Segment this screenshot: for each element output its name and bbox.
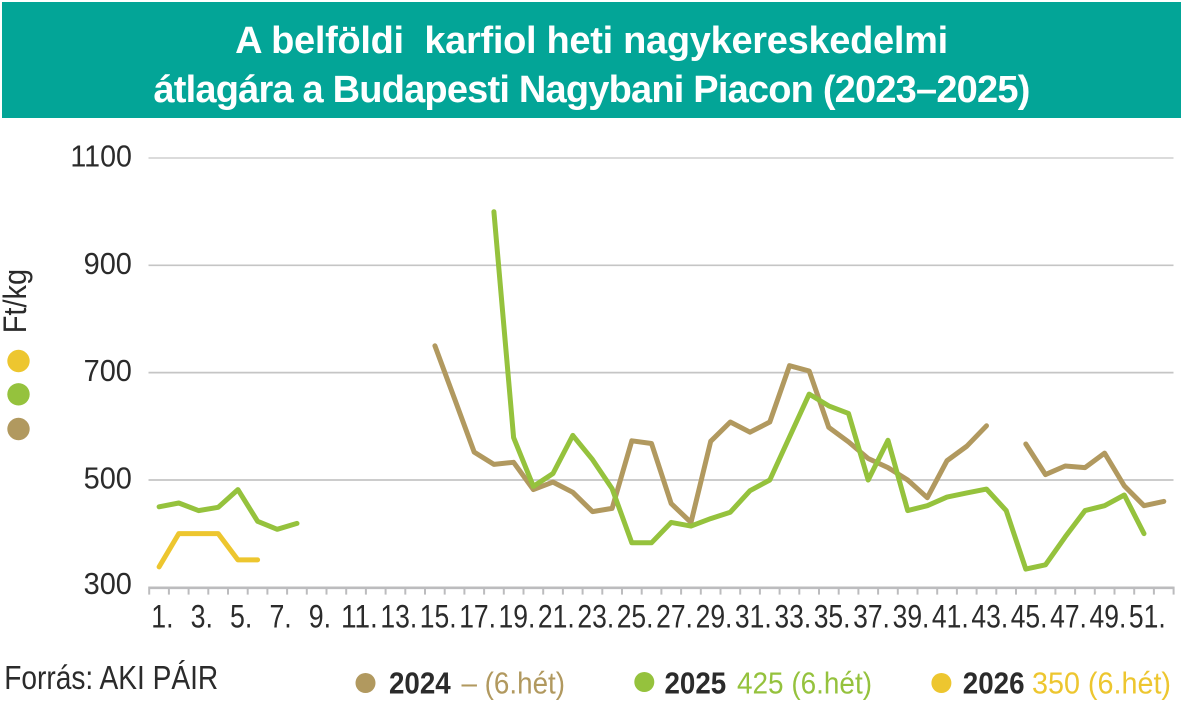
svg-text:31.: 31. [735,598,772,634]
svg-text:21.: 21. [538,598,575,634]
svg-text:5.: 5. [230,598,252,634]
svg-text:300: 300 [84,566,132,601]
svg-text:700: 700 [84,353,132,388]
svg-text:– (6.hét): – (6.hét) [462,666,566,701]
svg-text:39.: 39. [893,598,930,634]
svg-text:Forrás: AKI PÁIR: Forrás: AKI PÁIR [4,659,218,696]
svg-text:29.: 29. [696,598,733,634]
svg-text:1100: 1100 [70,139,132,174]
svg-text:1.: 1. [151,598,173,634]
svg-text:41.: 41. [932,598,969,634]
svg-text:13.: 13. [380,598,417,634]
svg-text:19.: 19. [499,598,536,634]
svg-text:425 (6.hét): 425 (6.hét) [737,666,872,701]
svg-text:2024: 2024 [389,666,451,701]
svg-text:2025: 2025 [665,666,727,701]
svg-text:43.: 43. [971,598,1008,634]
svg-text:500: 500 [84,461,132,496]
svg-text:350 (6.hét): 350 (6.hét) [1032,666,1171,701]
svg-text:49.: 49. [1090,598,1127,634]
svg-text:45.: 45. [1011,598,1048,634]
svg-text:51.: 51. [1129,598,1166,634]
svg-text:9.: 9. [309,598,331,634]
svg-text:7.: 7. [269,598,291,634]
svg-text:3.: 3. [191,598,213,634]
svg-text:Ft/kg: Ft/kg [0,269,33,334]
svg-text:2026: 2026 [963,666,1025,701]
svg-text:17.: 17. [459,598,496,634]
svg-text:900: 900 [84,246,132,281]
svg-text:15.: 15. [420,598,457,634]
svg-text:27.: 27. [656,598,693,634]
svg-text:23.: 23. [577,598,614,634]
svg-text:11.: 11. [341,598,378,634]
svg-text:47.: 47. [1050,598,1087,634]
svg-text:33.: 33. [774,598,811,634]
svg-text:25.: 25. [617,598,654,634]
svg-text:37.: 37. [853,598,890,634]
svg-text:35.: 35. [814,598,851,634]
